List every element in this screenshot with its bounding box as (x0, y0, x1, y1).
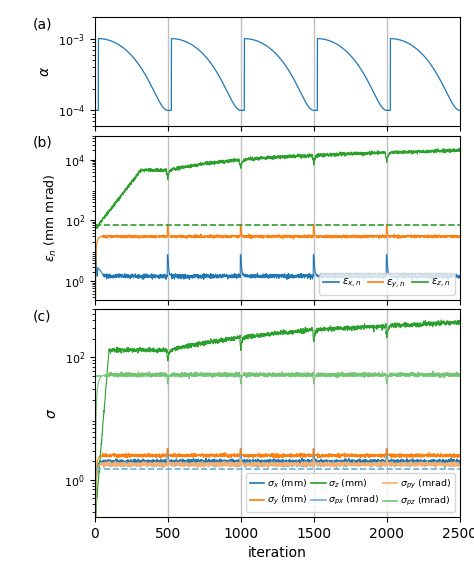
Legend: $\varepsilon_{x,n}$, $\varepsilon_{y,n}$, $\varepsilon_{z,n}$: $\varepsilon_{x,n}$, $\varepsilon_{y,n}$… (319, 273, 455, 295)
Text: (c): (c) (33, 310, 51, 323)
Y-axis label: $\alpha$: $\alpha$ (38, 66, 52, 77)
Y-axis label: $\sigma$: $\sigma$ (45, 408, 59, 419)
Legend: $\sigma_x$ (mm), $\sigma_y$ (mm), $\sigma_z$ (mm), $\sigma_{px}$ (mrad), $\sigma: $\sigma_x$ (mm), $\sigma_y$ (mm), $\sigm… (246, 473, 455, 512)
Text: (a): (a) (33, 17, 52, 31)
Y-axis label: $\varepsilon_n$ (mm mrad): $\varepsilon_n$ (mm mrad) (43, 174, 59, 262)
X-axis label: iteration: iteration (248, 546, 307, 560)
Text: (b): (b) (33, 136, 53, 150)
